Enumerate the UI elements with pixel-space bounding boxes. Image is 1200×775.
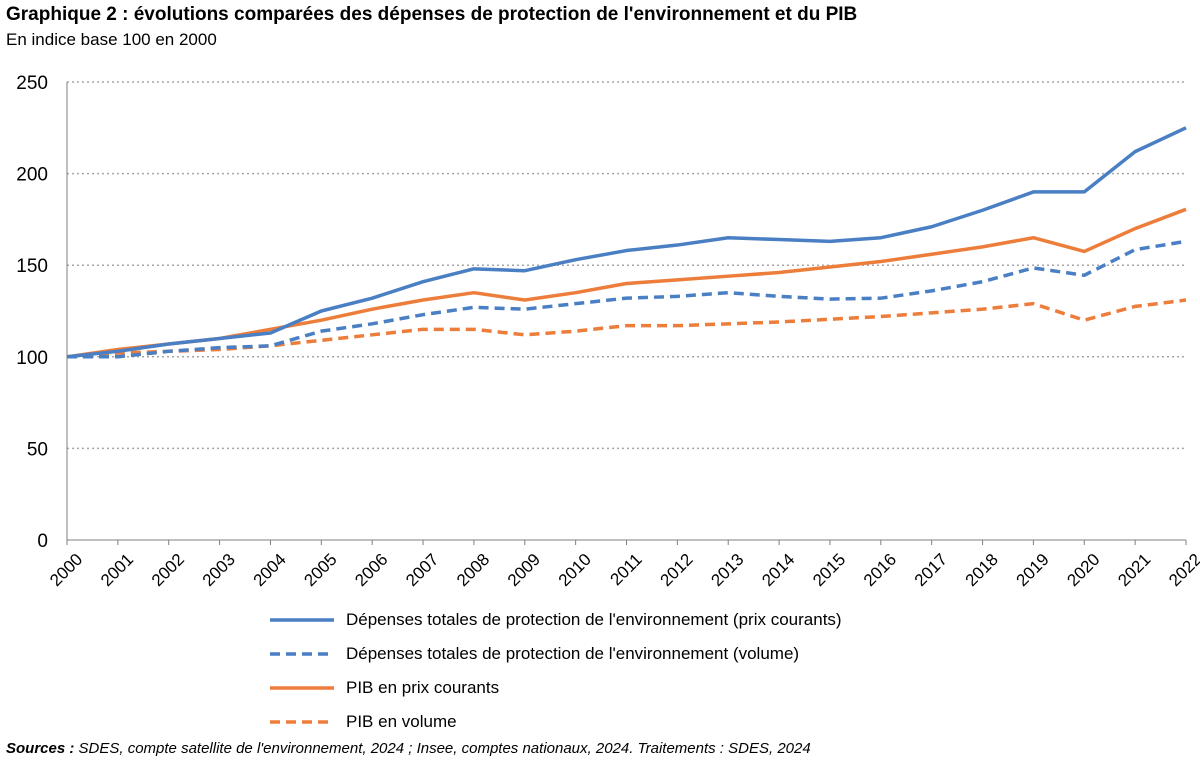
x-tick-label: 2009 (504, 550, 544, 590)
x-tick-label: 2004 (250, 550, 290, 590)
x-tick-label: 2003 (199, 550, 239, 590)
x-tick-label: 2008 (453, 550, 493, 590)
series-line (66, 207, 1187, 359)
sources-note: Sources : SDES, compte satellite de l'en… (6, 740, 811, 757)
x-tick-label: 2001 (97, 550, 137, 590)
legend-label: PIB en prix courants (346, 678, 500, 697)
legend-item: PIB en volume (270, 710, 457, 734)
x-tick-label: 2007 (402, 550, 442, 590)
legend-swatch (270, 686, 334, 690)
x-tick-label: 2005 (300, 550, 340, 590)
x-tick-label: 2019 (1013, 550, 1053, 590)
series-line (66, 126, 1187, 359)
x-tick-label: 2016 (860, 550, 900, 590)
x-tick-label: 2000 (46, 550, 86, 590)
y-tick-label: 200 (16, 165, 48, 186)
y-tick-label: 150 (16, 256, 48, 277)
legend-label: Dépenses totales de protection de l'envi… (346, 644, 800, 663)
x-tick-label: 2022 (1165, 550, 1200, 590)
legend-item: PIB en prix courants (270, 676, 499, 700)
legend-swatch (270, 652, 334, 656)
x-tick-label: 2015 (809, 550, 849, 590)
y-tick-label: 250 (16, 73, 48, 94)
x-tick-label: 2012 (656, 550, 696, 590)
sources-label: Sources : (6, 740, 75, 757)
sources-text: SDES, compte satellite de l'environnemen… (74, 740, 811, 757)
legend-label: PIB en volume (346, 712, 457, 731)
legend-swatch (270, 720, 334, 724)
line-chart: 0 50 100 150 200 250 2000 2001 2002 2003 2004 2005 2… (16, 73, 1200, 590)
x-tick-label: 2014 (758, 550, 798, 590)
x-tick-label: 2017 (911, 550, 951, 590)
y-tick-label: 0 (37, 531, 48, 552)
legend-item: Dépenses totales de protection de l'envi… (270, 642, 799, 666)
chart-subtitle: En indice base 100 en 2000 (6, 30, 217, 49)
x-tick-label: 2021 (1114, 550, 1154, 590)
x-tick-label: 2011 (607, 550, 646, 589)
x-tick-label: 2006 (351, 550, 391, 590)
legend-item: Dépenses totales de protection de l'envi… (270, 608, 842, 632)
series-line (66, 298, 1187, 359)
legend-swatch (270, 618, 334, 622)
x-tick-label: 2010 (555, 550, 595, 590)
legend-label: Dépenses totales de protection de l'envi… (346, 610, 842, 629)
x-tick-label: 2018 (962, 550, 1002, 590)
x-tick-label: 2013 (707, 550, 747, 590)
y-tick-label: 100 (16, 348, 48, 369)
x-tick-label: 2020 (1063, 550, 1103, 590)
x-tick-label: 2002 (148, 550, 188, 590)
series-line (67, 239, 1187, 359)
y-tick-label: 50 (27, 439, 48, 460)
chart-title: Graphique 2 : évolutions comparées des d… (6, 4, 858, 25)
